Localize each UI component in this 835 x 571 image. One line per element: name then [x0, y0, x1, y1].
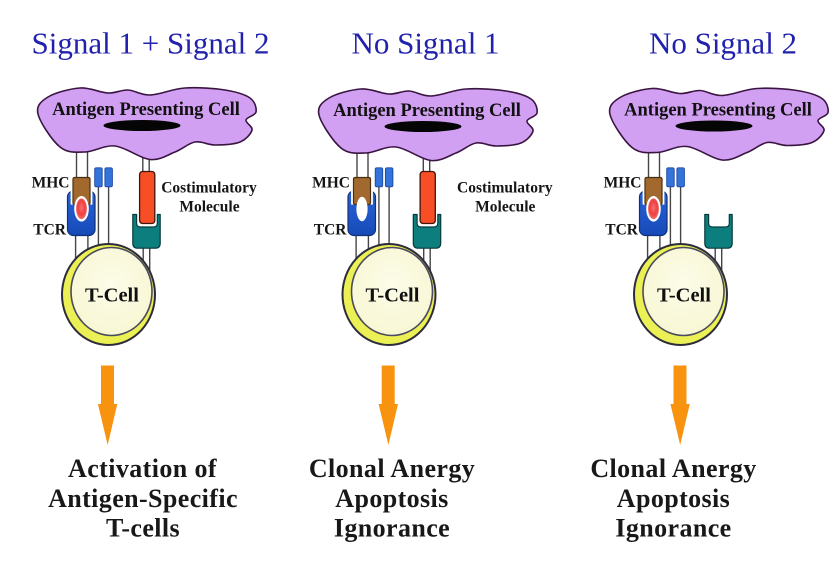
svg-text:MHC: MHC: [32, 175, 70, 192]
svg-text:Costimulatory: Costimulatory: [457, 180, 553, 197]
svg-text:TCR: TCR: [605, 222, 639, 239]
svg-text:Molecule: Molecule: [179, 199, 239, 216]
svg-text:Ignorance: Ignorance: [334, 514, 450, 543]
svg-text:TCR: TCR: [33, 222, 67, 239]
svg-text:Ignorance: Ignorance: [615, 514, 731, 543]
svg-text:T-cells: T-cells: [106, 514, 180, 543]
svg-text:Clonal Anergy: Clonal Anergy: [309, 454, 475, 483]
svg-text:Signal 1 + Signal 2: Signal 1 + Signal 2: [32, 26, 270, 61]
svg-text:Activation of: Activation of: [68, 454, 217, 483]
svg-text:TCR: TCR: [314, 222, 348, 239]
svg-text:MHC: MHC: [312, 175, 350, 192]
svg-text:Antigen-Specific: Antigen-Specific: [48, 484, 238, 513]
svg-text:MHC: MHC: [604, 175, 642, 192]
svg-text:Clonal Anergy: Clonal Anergy: [590, 454, 756, 483]
svg-text:No Signal 2: No Signal 2: [649, 26, 797, 61]
svg-text:Apoptosis: Apoptosis: [617, 484, 730, 513]
svg-text:Apoptosis: Apoptosis: [335, 484, 448, 513]
svg-text:Costimulatory: Costimulatory: [161, 180, 257, 197]
svg-text:Molecule: Molecule: [475, 199, 535, 216]
svg-text:No Signal 1: No Signal 1: [351, 26, 499, 61]
